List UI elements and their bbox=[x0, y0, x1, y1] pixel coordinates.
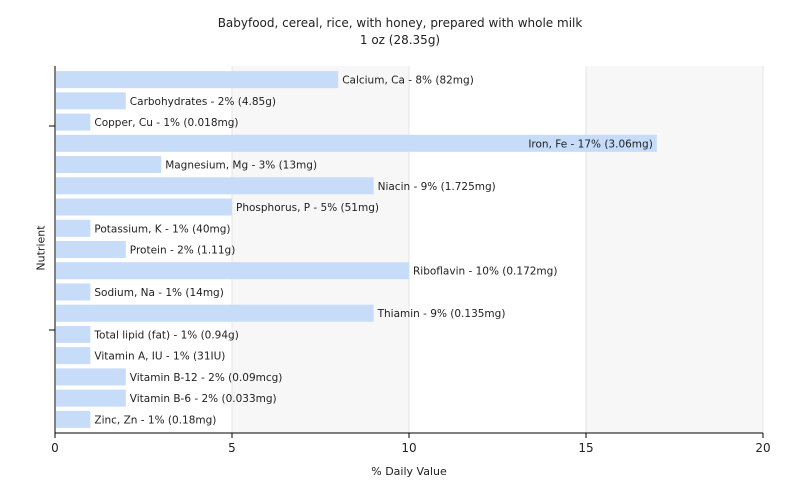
bar-label: Calcium, Ca - 8% (82mg) bbox=[342, 75, 474, 87]
grid-band bbox=[232, 66, 409, 433]
bar-label: Vitamin B-12 - 2% (0.09mcg) bbox=[130, 372, 283, 384]
bar-label: Carbohydrates - 2% (4.85g) bbox=[130, 96, 276, 108]
bar-label: Vitamin A, IU - 1% (31IU) bbox=[94, 351, 225, 363]
bar-label: Total lipid (fat) - 1% (0.94g) bbox=[93, 329, 238, 341]
bar bbox=[56, 304, 374, 322]
bar-label: Copper, Cu - 1% (0.018mg) bbox=[94, 117, 238, 129]
chart-subtitle: 1 oz (28.35g) bbox=[359, 33, 441, 47]
x-tick-label: 5 bbox=[228, 441, 236, 455]
bar bbox=[56, 71, 339, 89]
bar bbox=[56, 262, 409, 280]
bar bbox=[56, 113, 91, 131]
bar bbox=[56, 198, 232, 216]
bar bbox=[56, 134, 657, 152]
bar-label: Niacin - 9% (1.725mg) bbox=[378, 181, 496, 193]
bar bbox=[56, 156, 162, 174]
x-tick-label: 15 bbox=[578, 441, 593, 455]
bar bbox=[56, 92, 126, 110]
x-axis-label: % Daily Value bbox=[371, 465, 447, 478]
bar-label: Phosphorus, P - 5% (51mg) bbox=[236, 202, 379, 214]
grid-band bbox=[586, 66, 763, 433]
bar bbox=[56, 177, 374, 195]
bars-layer: Calcium, Ca - 8% (82mg) Carbohydrates - 2… bbox=[56, 71, 657, 428]
bar bbox=[56, 325, 91, 343]
bar-label: Sodium, Na - 1% (14mg) bbox=[94, 287, 223, 299]
bar bbox=[56, 389, 126, 407]
bar bbox=[56, 410, 91, 428]
bar-label: Iron, Fe - 17% (3.06mg) bbox=[528, 138, 652, 150]
bar-label: Protein - 2% (1.11g) bbox=[130, 245, 236, 257]
bar-label: Magnesium, Mg - 3% (13mg) bbox=[165, 160, 317, 172]
x-tick-label: 0 bbox=[51, 441, 59, 455]
bar-label: Potassium, K - 1% (40mg) bbox=[94, 223, 230, 235]
bar-label: Thiamin - 9% (0.135mg) bbox=[377, 308, 506, 320]
x-tick-label: 20 bbox=[755, 441, 770, 455]
bar bbox=[56, 283, 91, 301]
bar-label: Zinc, Zn - 1% (0.18mg) bbox=[94, 414, 216, 426]
x-tick-label: 10 bbox=[401, 441, 416, 455]
bar bbox=[56, 219, 91, 237]
grid-layer bbox=[55, 66, 764, 433]
y-axis-label: Nutrient bbox=[34, 225, 48, 271]
bar bbox=[56, 368, 126, 386]
bar bbox=[56, 241, 126, 258]
bar bbox=[56, 347, 91, 365]
bar-label: Vitamin B-6 - 2% (0.033mg) bbox=[130, 393, 277, 405]
grid-band bbox=[409, 66, 586, 433]
chart-title: Babyfood, cereal, rice, with honey, prep… bbox=[217, 16, 583, 30]
bar-label: Riboflavin - 10% (0.172mg) bbox=[413, 266, 557, 278]
axis-layer: 0 5 10 15 20 bbox=[49, 66, 771, 455]
